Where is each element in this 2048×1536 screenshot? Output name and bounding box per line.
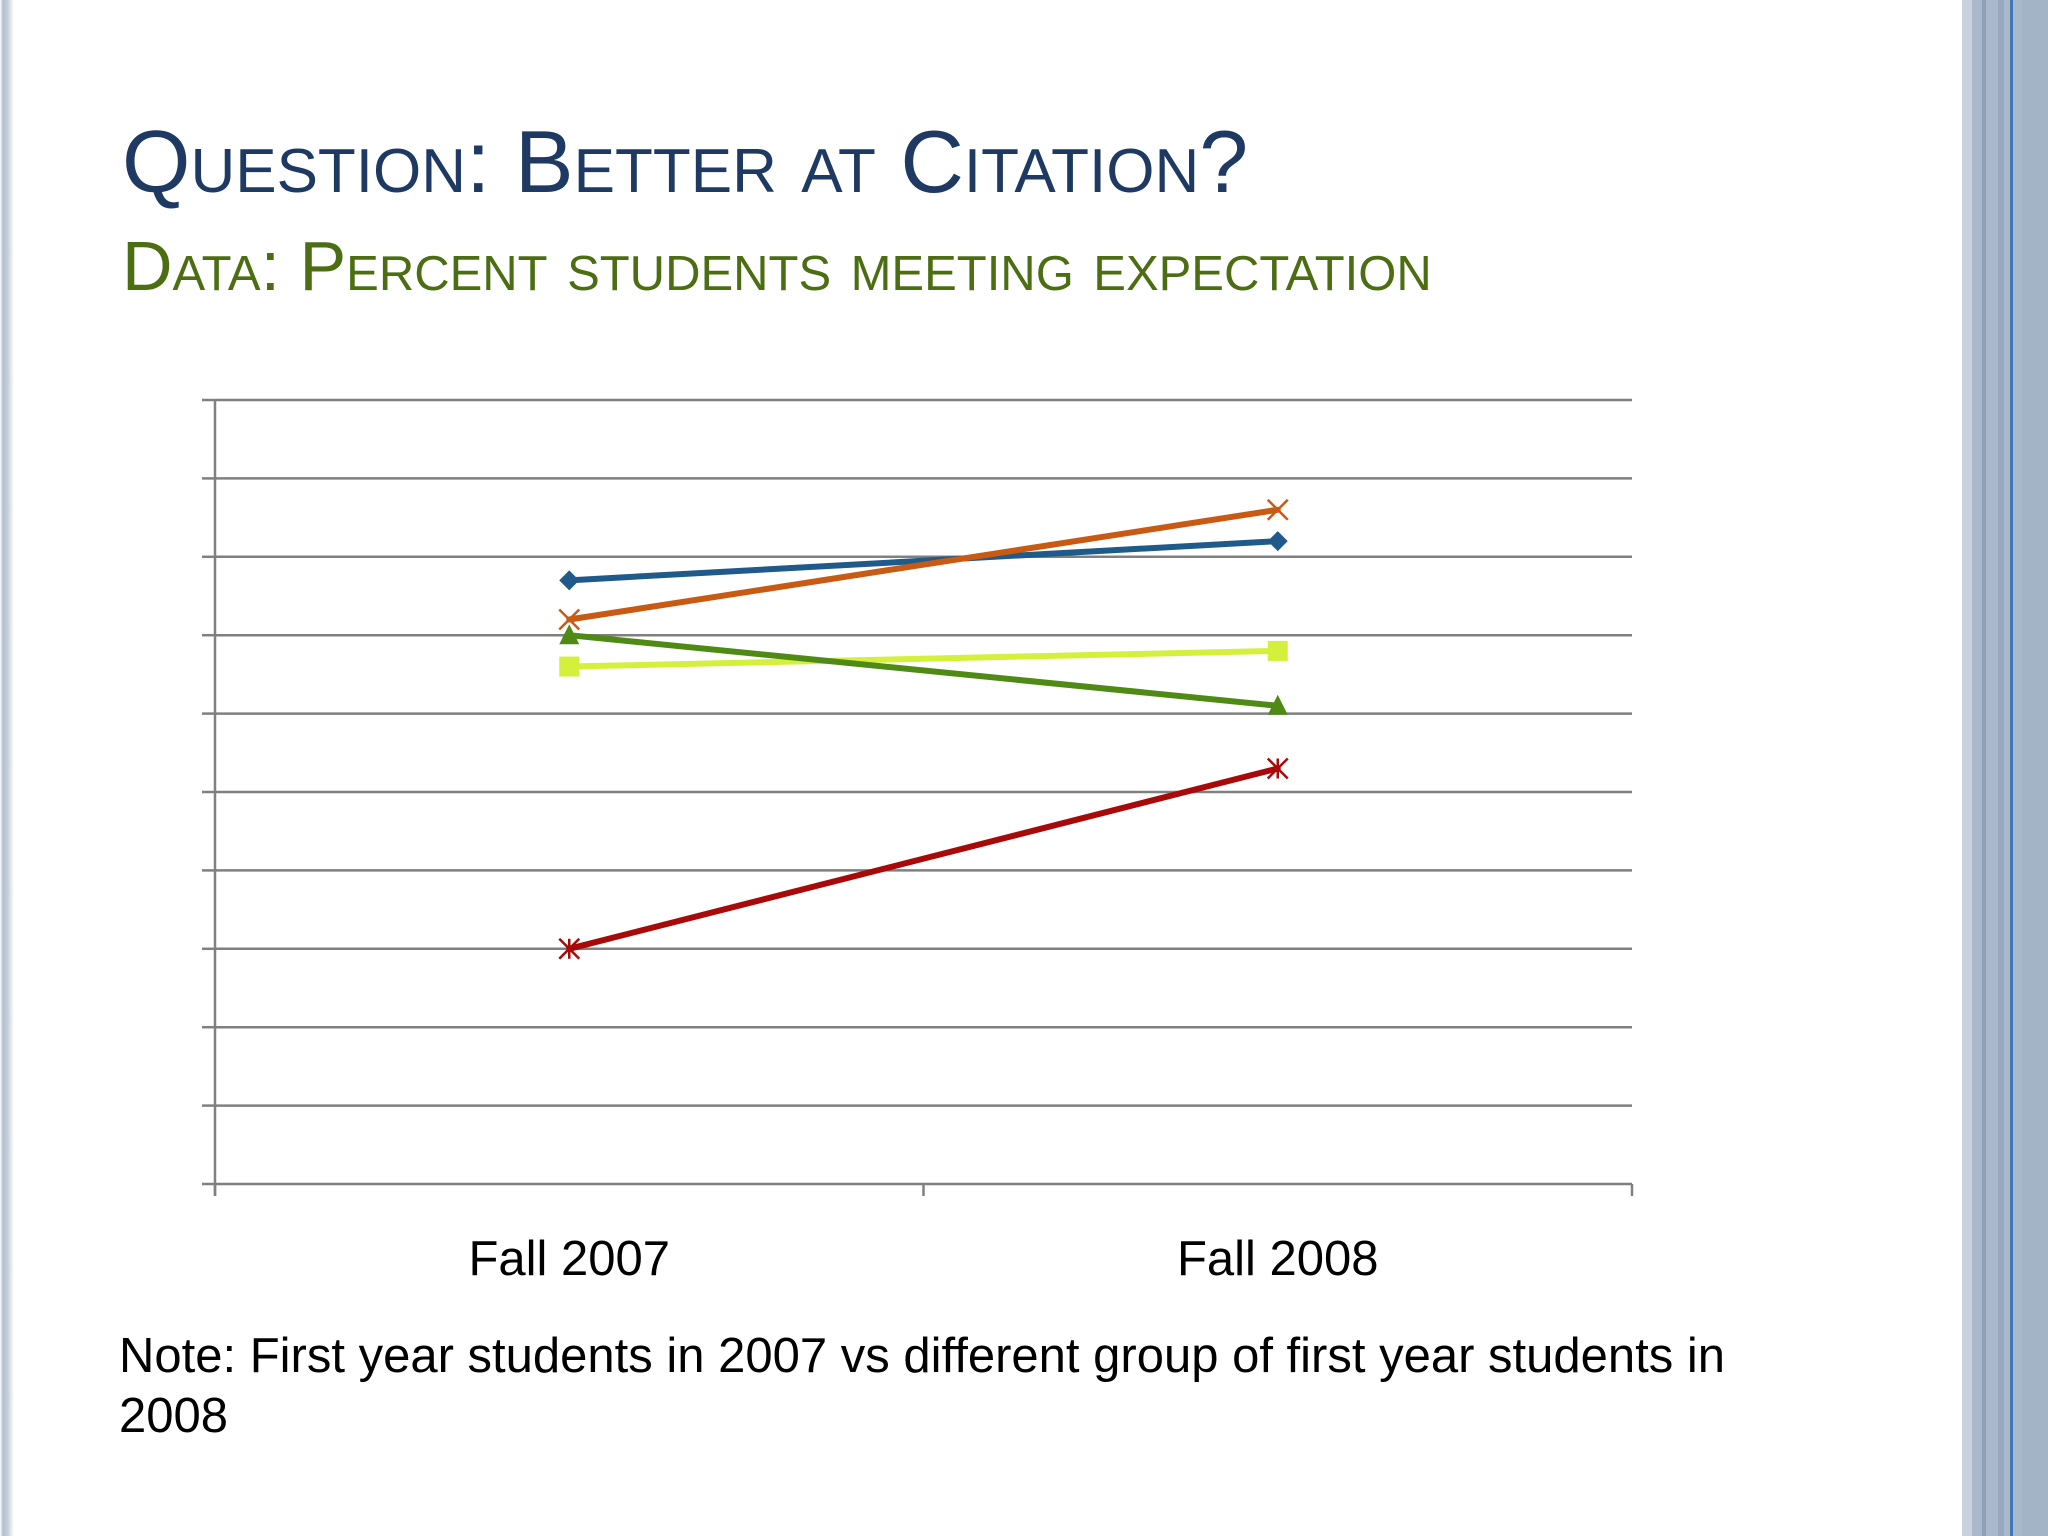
- slide-right-frame: [1962, 0, 2048, 1536]
- data-point: [1266, 757, 1289, 780]
- series-line-2: [566, 506, 1281, 623]
- line-chart: Fall 2007 Fall 2008: [202, 398, 1634, 1286]
- data-point: [1266, 498, 1289, 521]
- data-point: [1267, 694, 1288, 715]
- series-line-3: [566, 647, 1281, 670]
- data-point: [559, 624, 580, 645]
- series-line-5: [566, 765, 1281, 952]
- data-point: [559, 656, 580, 677]
- data-point: [558, 937, 581, 960]
- slide-title: Question: Better at Citation?: [122, 112, 1249, 211]
- x-tick-label: Fall 2008: [1177, 1232, 1379, 1286]
- slide-note: Note: First year students in 2007 vs dif…: [119, 1329, 1726, 1443]
- x-tick-label: Fall 2007: [468, 1232, 670, 1286]
- series-line-1: [566, 538, 1281, 584]
- data-point: [559, 570, 580, 591]
- data-point: [558, 608, 581, 631]
- data-point: [1267, 640, 1288, 661]
- slide-left-border: [0, 0, 14, 1536]
- slide-subtitle: Data: Percent students meeting expectati…: [122, 227, 1432, 305]
- series-line-4: [566, 632, 1281, 709]
- data-point: [1267, 531, 1288, 552]
